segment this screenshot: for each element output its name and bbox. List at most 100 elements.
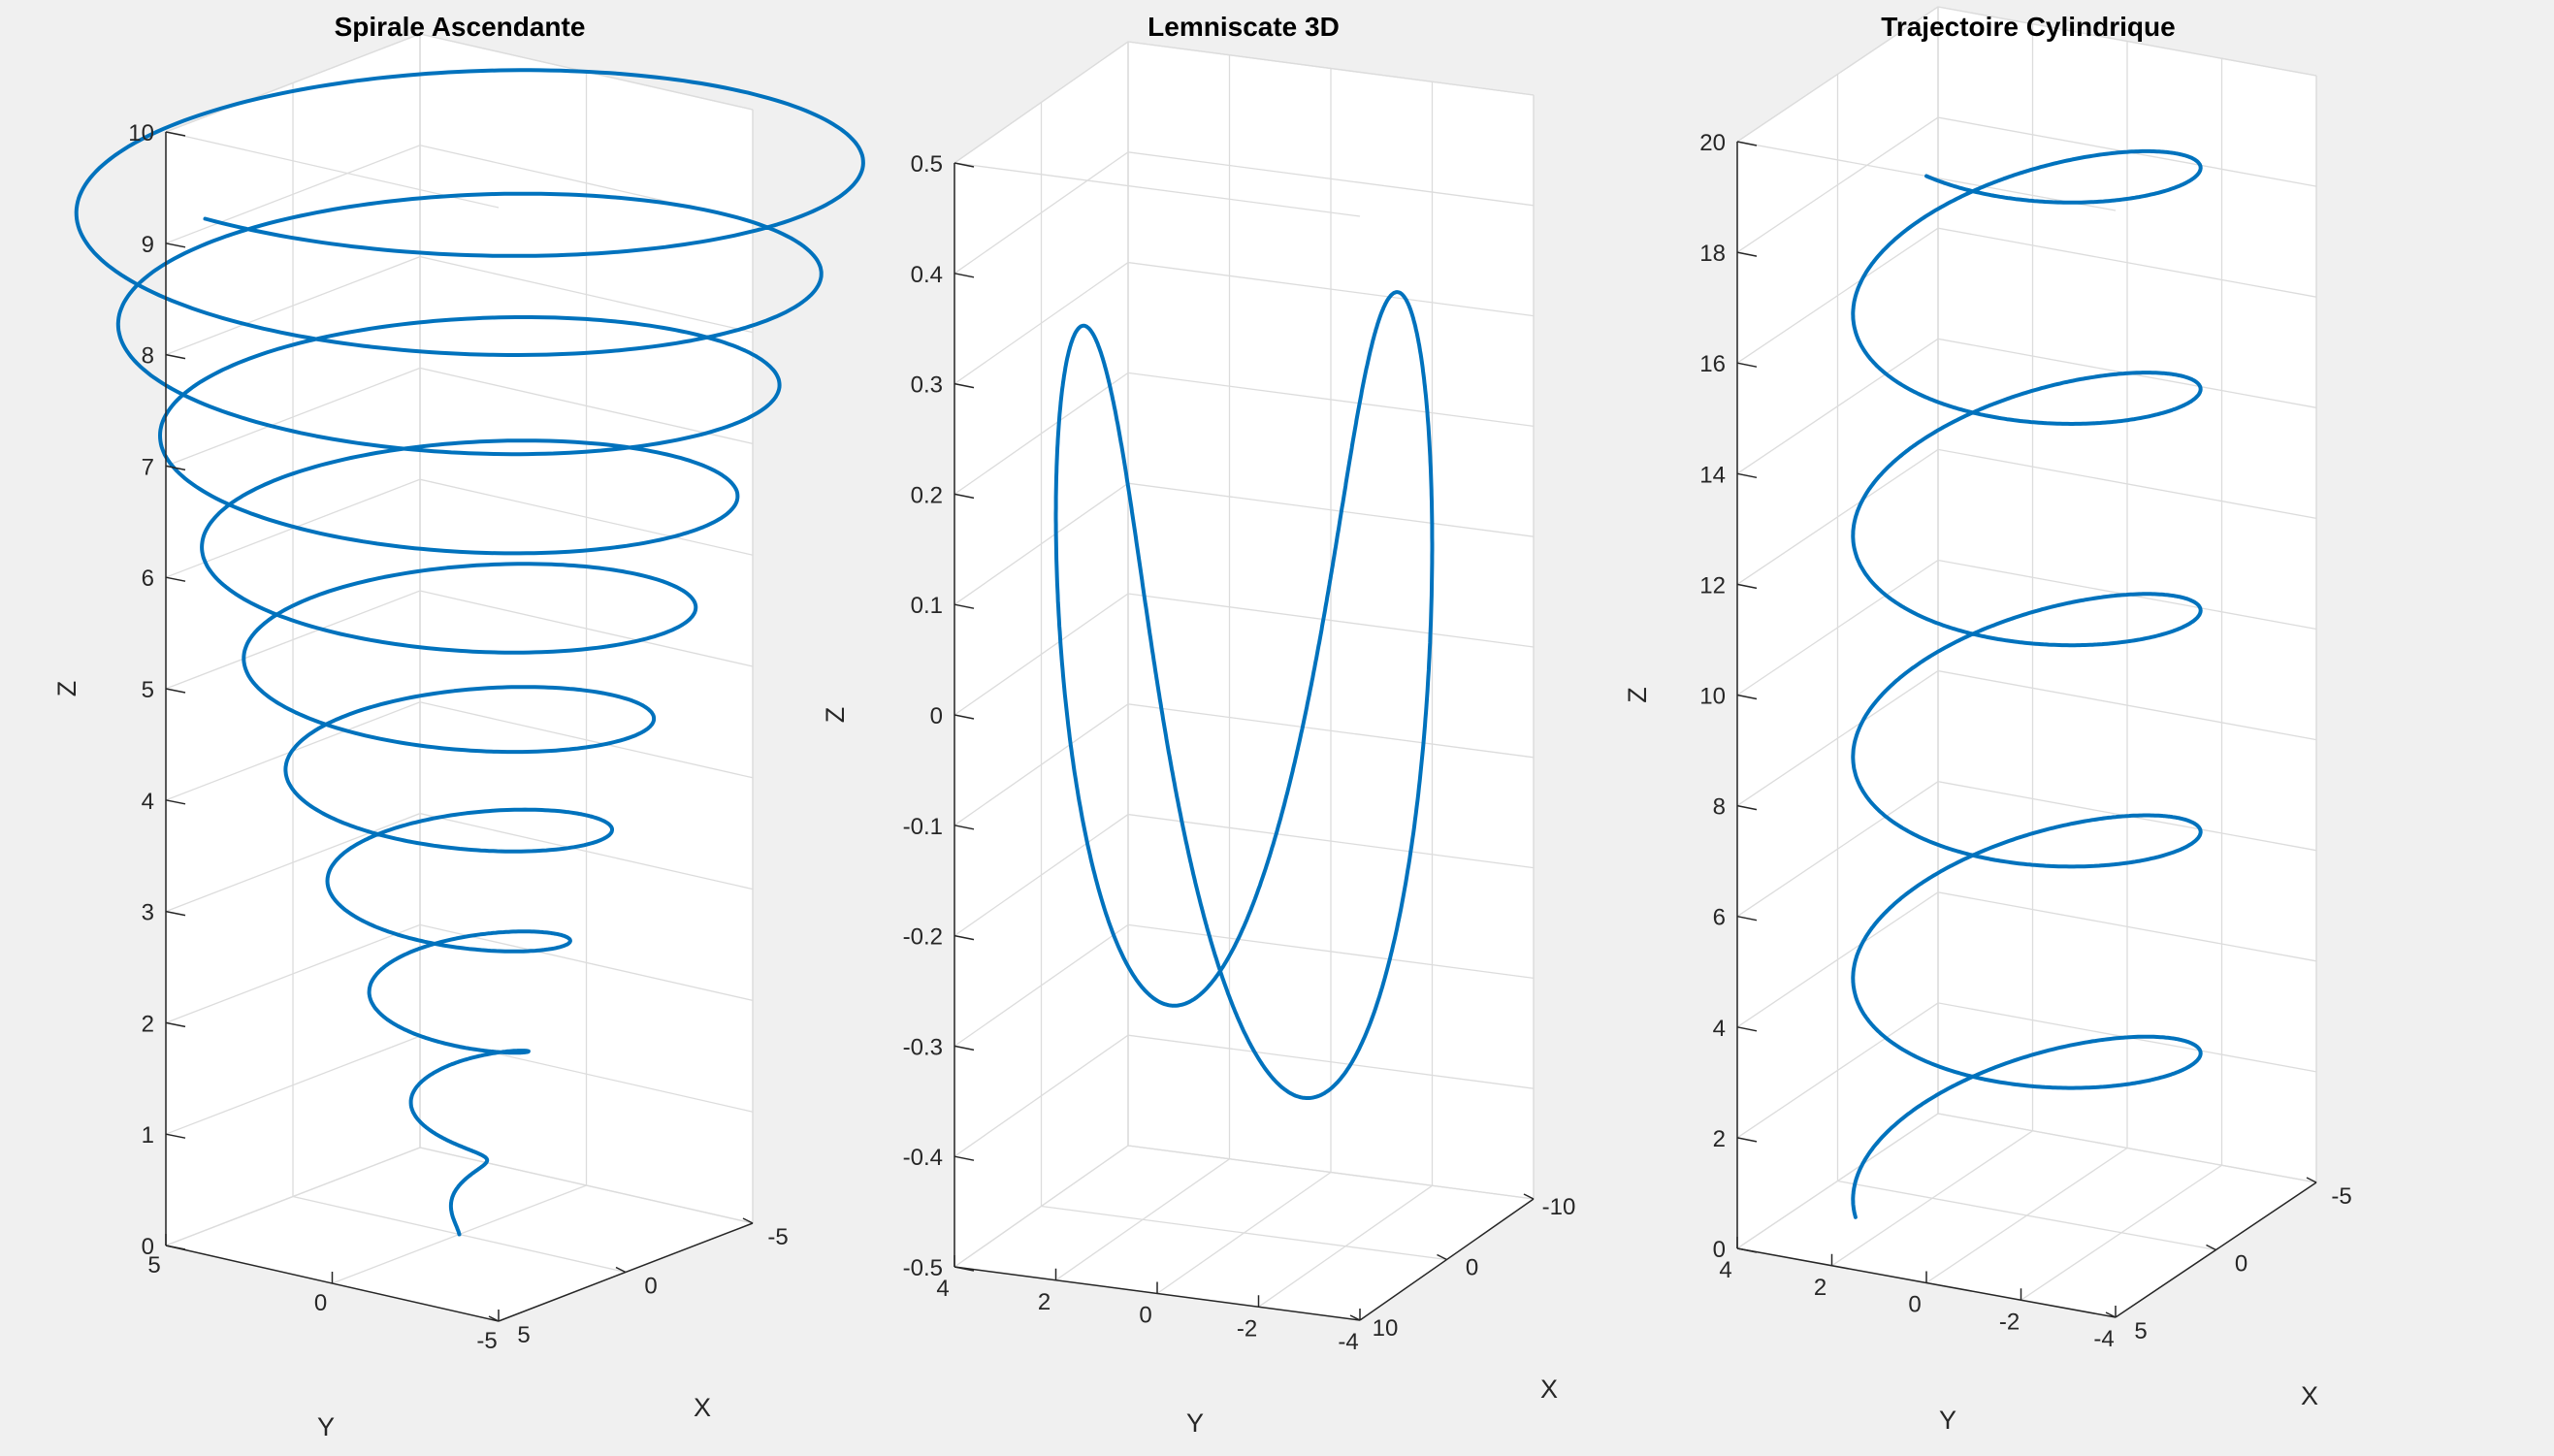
x-tick [2306,1177,2317,1183]
z-tick-label: -0.1 [903,814,943,840]
z-tick-label: -0.4 [903,1145,943,1171]
z-tick-label: 0 [142,1234,154,1260]
z-tick-label: 4 [1713,1016,1726,1042]
y-tick-label: 4 [1719,1257,1731,1283]
chart-title: Trajectoire Cylindrique [1881,12,2175,42]
z-tick [954,825,975,830]
z-tick-label: 2 [1713,1126,1726,1152]
y-tick-label: 4 [936,1276,949,1302]
chart-title: Spirale Ascendante [335,12,586,42]
z-tick-label: 14 [1699,462,1726,488]
z-tick-label: 0.2 [911,482,943,508]
z-axis-label: Z [52,681,81,697]
x-tick-label: 5 [2134,1318,2147,1344]
z-tick [165,688,186,694]
y-tick-label: -2 [1237,1315,1257,1342]
y-tick-label: 0 [1139,1303,1151,1329]
z-tick [1736,251,1758,257]
y-tick-label: 0 [314,1290,327,1316]
z-tick-label: 7 [142,454,154,480]
z-tick [954,382,975,389]
grid-line-y-floor [2021,1164,2222,1301]
z-tick [1736,1137,1758,1143]
grid-line-y-floor [1258,1184,1433,1308]
z-tick-label: -0.3 [903,1034,943,1060]
z-tick [954,934,975,941]
grid-line-y-floor [1156,1171,1332,1295]
y-tick-label: -4 [2093,1326,2114,1352]
z-tick [954,1045,975,1052]
x-tick-label: -5 [2331,1183,2351,1210]
grid-line-y-floor [1925,1147,2128,1284]
x-tick-label: -10 [1542,1194,1576,1220]
z-tick-label: 0.1 [911,593,943,619]
y-tick-label: -5 [476,1328,497,1354]
z-tick [954,1155,975,1161]
z-tick-label: 18 [1699,241,1726,267]
z-tick [1736,362,1758,368]
axes-lemniscate-3d: -4 -2 0 2 4 -10 0 10 -0.5 -0.4 -0.3 -0.2 -0.1 0 0.1 0.2… [821,12,1575,1438]
z-tick [1736,472,1758,479]
z-axis-label: Z [1623,687,1652,703]
z-tick-label: -0.5 [903,1255,943,1281]
z-tick-label: 0 [930,703,943,729]
y-axis-label: Y [1939,1406,1956,1435]
y-tick-label: -2 [1999,1309,2020,1335]
z-tick [954,162,975,168]
y-tick-label: 5 [147,1252,160,1278]
y-tick-label: -4 [1338,1329,1358,1355]
x-tick-label: 0 [644,1274,657,1300]
z-tick-label: 20 [1699,130,1726,156]
z-tick-label: 8 [1713,794,1726,821]
x-tick-label: -5 [767,1224,788,1250]
z-tick-label: 0 [1713,1237,1726,1263]
z-tick-label: 16 [1699,351,1726,377]
x-tick [2206,1244,2216,1251]
z-tick-label: 3 [142,900,154,926]
z-tick [1736,1247,1758,1253]
z-tick [1736,694,1758,700]
series-line [74,68,865,1237]
z-tick-label: 10 [128,120,154,146]
z-tick-label: 9 [142,232,154,258]
z-tick [165,910,186,917]
x-tick [742,1217,754,1224]
z-axis-label: Z [821,707,850,724]
y-tick-label: 2 [1814,1275,1827,1301]
x-tick [1349,1314,1361,1321]
x-axis-label: X [2301,1381,2318,1410]
chart-title: Lemniscate 3D [1148,12,1340,42]
z-tick-label: 10 [1699,684,1726,710]
x-tick [615,1266,627,1274]
z-tick-label: 0.5 [911,151,943,178]
z-tick [954,714,975,720]
z-tick-label: 12 [1699,572,1726,599]
box-top-edge [953,41,1535,217]
z-tick [1736,1026,1758,1032]
z-tick [954,1266,975,1272]
x-tick [488,1315,500,1322]
z-tick [1736,804,1758,811]
z-tick [1736,141,1758,146]
z-tick [165,1133,186,1139]
z-tick [165,353,186,360]
z-tick-label: -0.2 [903,924,943,951]
x-tick-label: 0 [1466,1255,1478,1281]
x-tick-label: 0 [2235,1251,2247,1278]
z-tick-label: 6 [1713,905,1726,931]
z-tick [165,131,186,137]
z-tick [954,603,975,609]
z-tick [1736,583,1758,590]
y-axis-label: Y [317,1412,335,1441]
x-axis-label: X [694,1393,711,1422]
grid-line-y-floor [1055,1158,1230,1281]
z-tick [954,493,975,500]
x-tick [1523,1193,1535,1200]
series-line [1851,148,2203,1219]
grid-line-y-floor [1831,1130,2033,1267]
x-tick-label: 10 [1373,1315,1399,1342]
z-tick-label: 6 [142,566,154,592]
z-tick-label: 0.4 [911,262,943,288]
z-tick-label: 2 [142,1011,154,1037]
